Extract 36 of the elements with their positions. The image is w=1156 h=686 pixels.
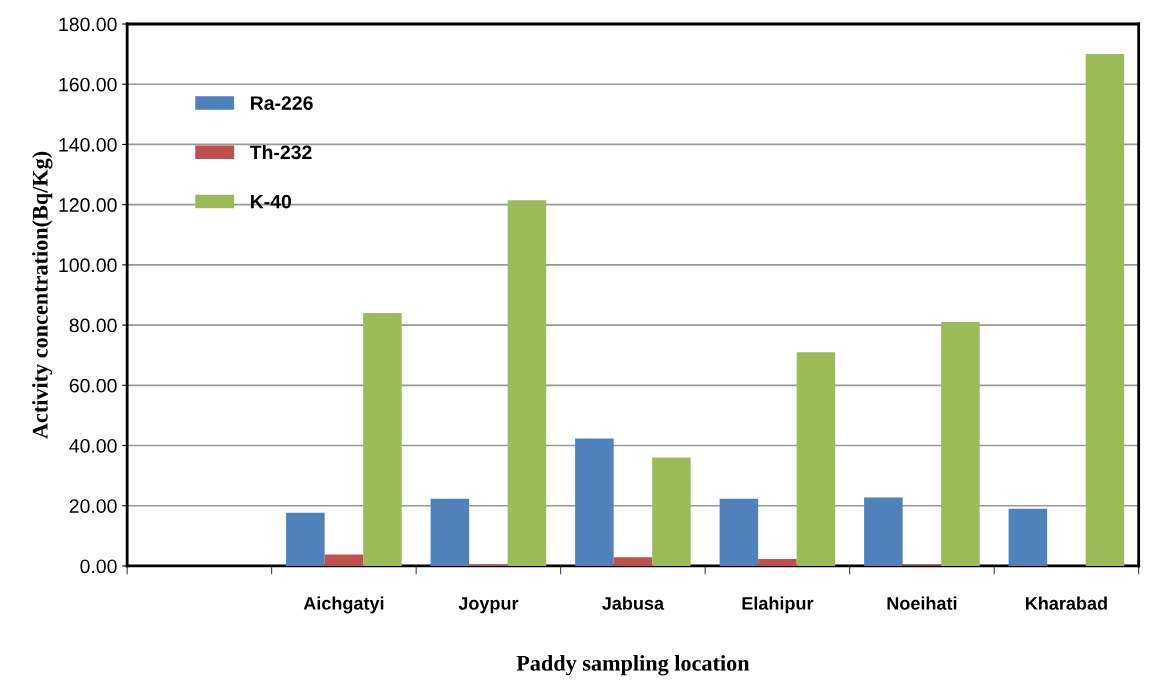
bar (575, 438, 614, 566)
y-tick-label: 0.00 (80, 559, 117, 574)
x-axis-title: Paddy sampling location (516, 655, 750, 676)
x-tick-label: Elahipur (742, 596, 814, 614)
legend-label: Ra-226 (250, 96, 313, 110)
x-tick-label: Joypur (458, 597, 519, 614)
x-tick-label: Kharabad (1025, 596, 1107, 610)
bar (613, 557, 653, 566)
y-tick-label: 140.00 (59, 137, 117, 152)
x-tick-label: Noeihati (887, 596, 957, 610)
y-tick-label: 120.00 (59, 198, 117, 212)
x-tick-label: Aichgatyi (303, 596, 384, 614)
bar (864, 497, 903, 566)
bar (507, 200, 547, 566)
y-tick-label: 100.00 (59, 258, 117, 273)
bar (941, 322, 980, 566)
bar (758, 559, 797, 566)
bar (1008, 508, 1048, 566)
bar (286, 512, 325, 566)
bar (324, 554, 364, 566)
y-tick-label: 20.00 (69, 499, 117, 513)
y-tick-label: 160.00 (59, 77, 117, 92)
bar (796, 352, 836, 566)
legend-label: K-40 (250, 194, 292, 209)
y-tick-label: 40.00 (69, 438, 117, 453)
bar (719, 498, 759, 566)
legend-label: Th-232 (249, 144, 312, 160)
x-tick-label: Jabusa (602, 596, 665, 610)
y-tick-label: 180.00 (59, 17, 117, 32)
y-tick-label: 60.00 (69, 378, 117, 393)
bar (1085, 54, 1125, 566)
y-axis-title: Activity concentration(Bq/Kg) (32, 151, 53, 439)
bar (652, 457, 691, 566)
bar (363, 313, 402, 566)
y-tick-label: 80.00 (69, 318, 117, 333)
bar (430, 498, 470, 566)
